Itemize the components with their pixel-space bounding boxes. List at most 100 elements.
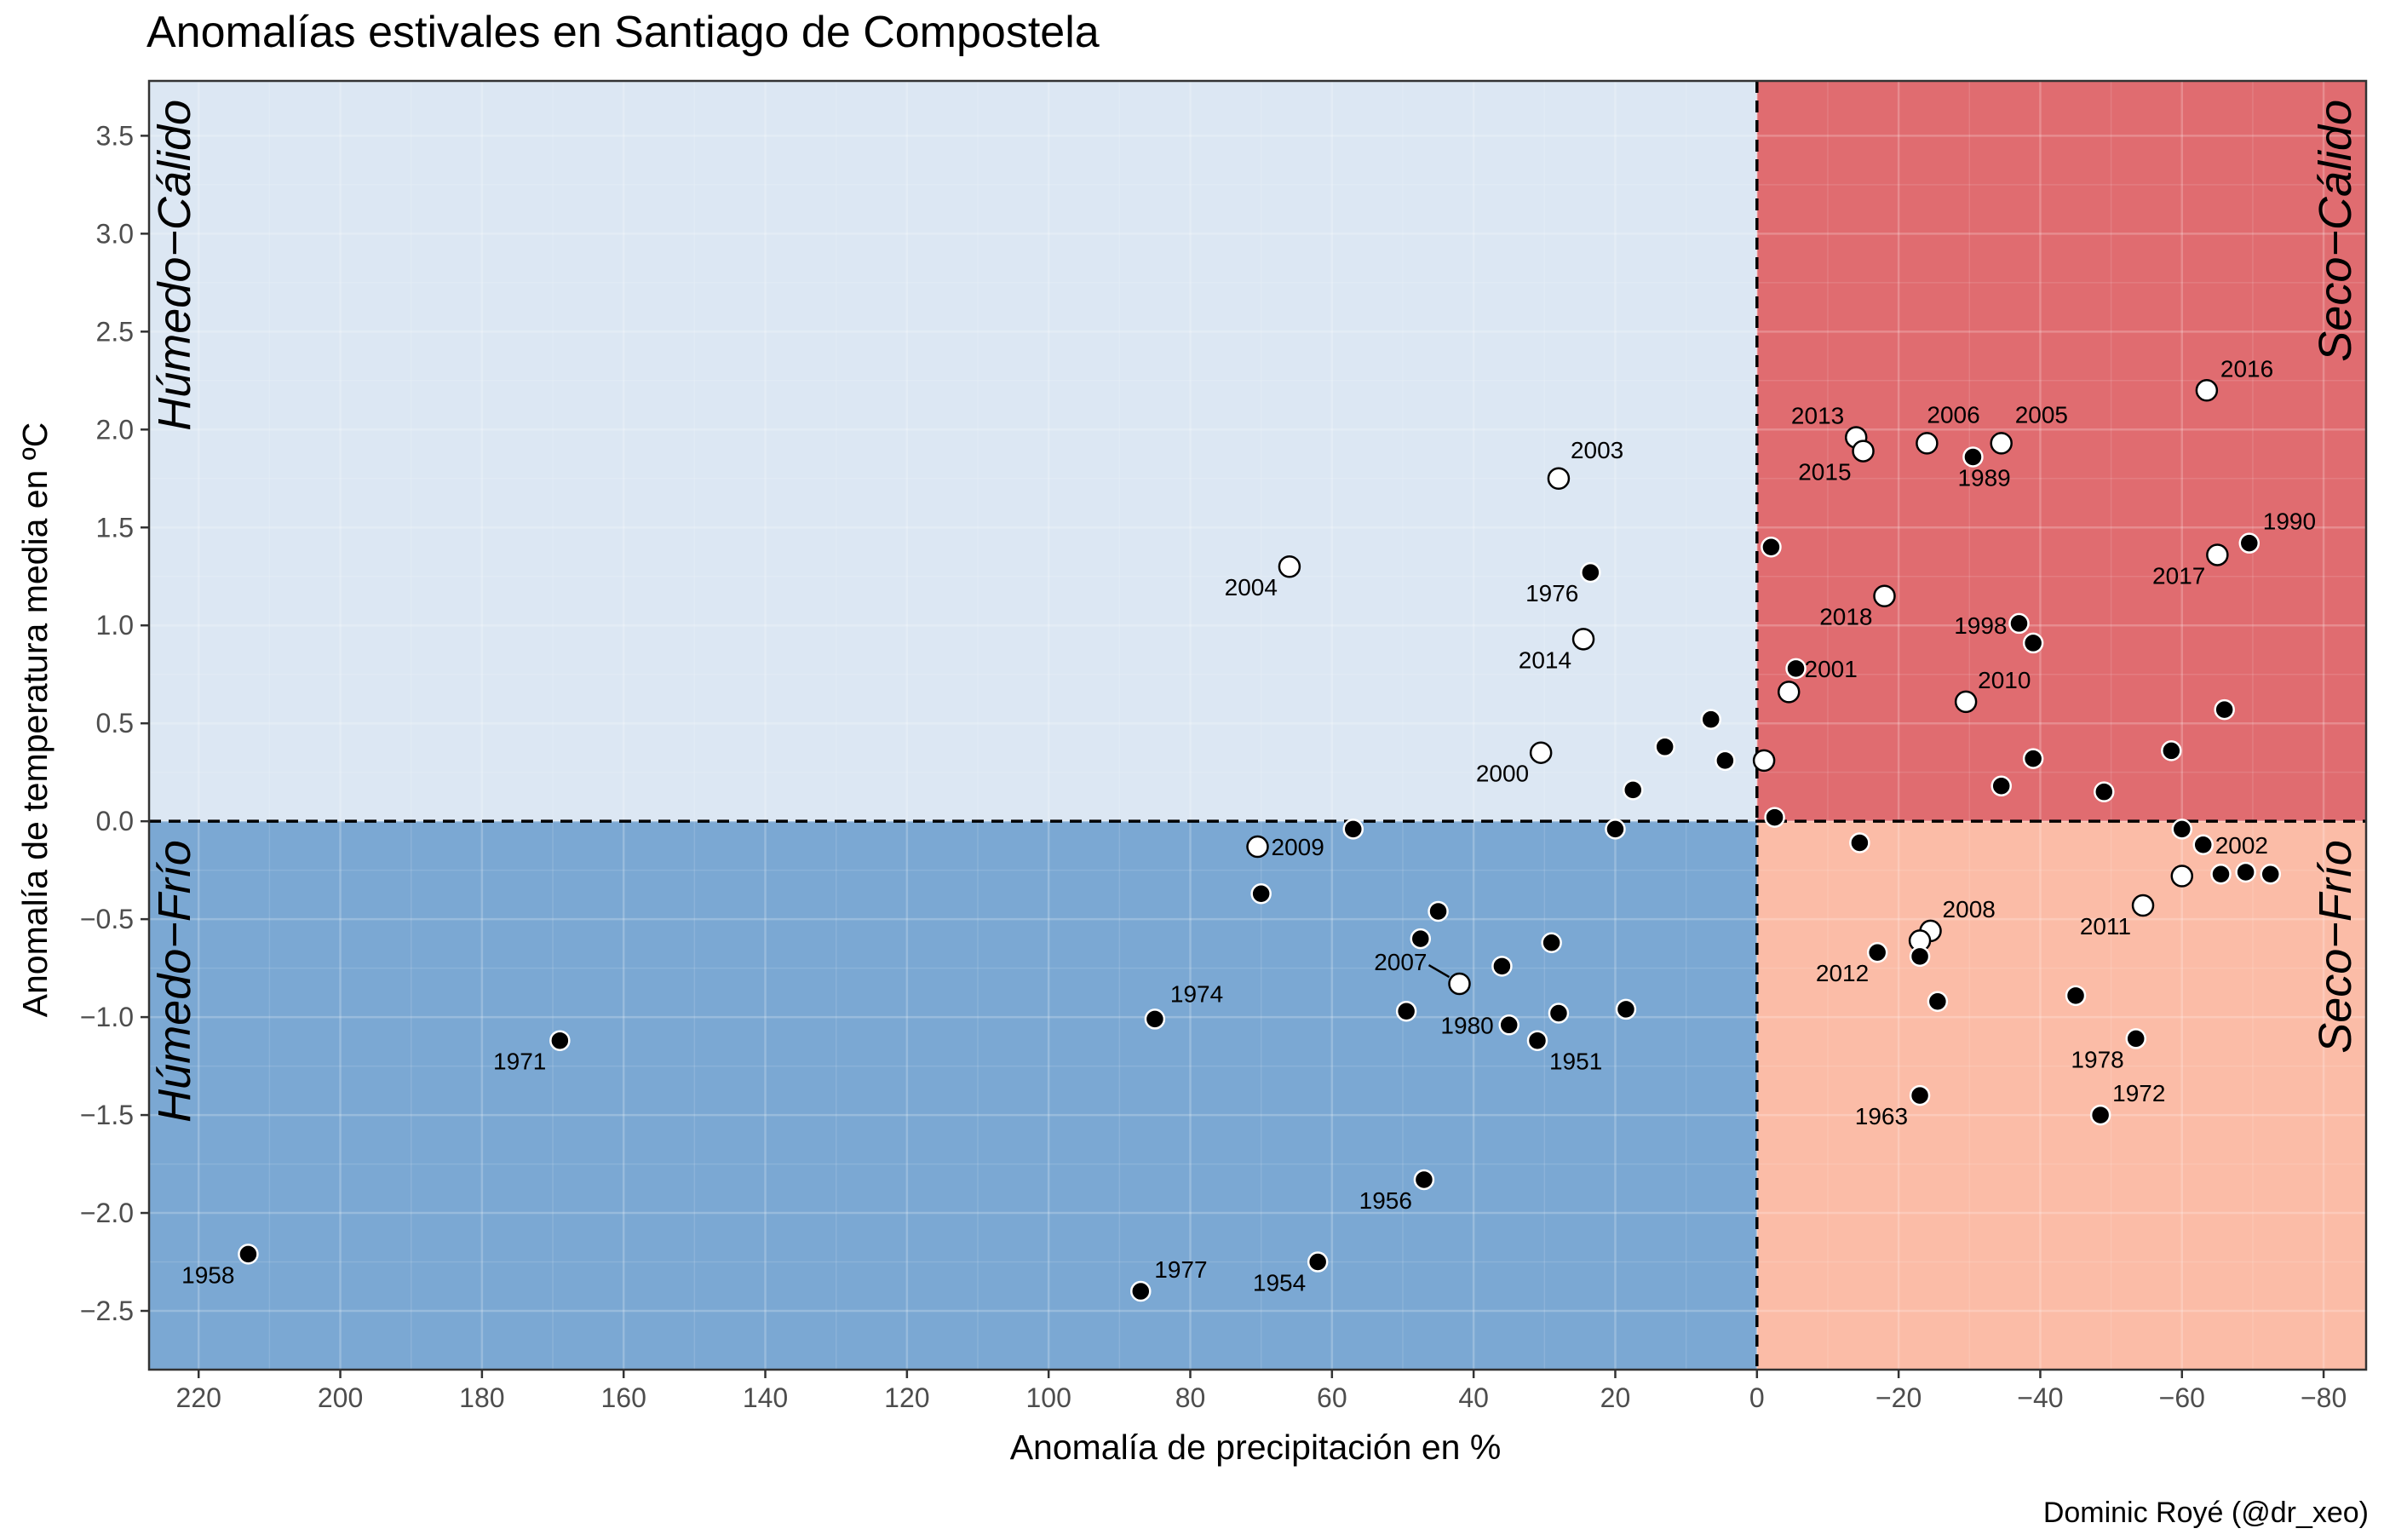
- data-point: [1715, 750, 1736, 772]
- point-label-2006: 2006: [1927, 401, 1979, 428]
- data-point-2016: [2195, 379, 2219, 402]
- point-label-1977: 1977: [1154, 1256, 1207, 1283]
- point-label-1980: 1980: [1440, 1012, 1493, 1038]
- y-tick-label: −2.0: [80, 1198, 134, 1228]
- point-label-2009: 2009: [1272, 834, 1324, 860]
- point-label-2011: 2011: [2080, 913, 2131, 940]
- data-point: [1342, 819, 1364, 840]
- point-label-2001: 2001: [1805, 656, 1858, 682]
- x-tick-label: 200: [318, 1382, 363, 1413]
- data-point-1971: [549, 1030, 571, 1051]
- point-label-1954: 1954: [1253, 1270, 1306, 1296]
- x-tick-label: 60: [1317, 1382, 1347, 1413]
- data-point: [1623, 779, 1644, 801]
- x-tick-label: 80: [1175, 1382, 1206, 1413]
- data-point-2000: [1529, 741, 1553, 764]
- point-label-1956: 1956: [1359, 1187, 1412, 1214]
- data-point: [1410, 928, 1432, 950]
- data-point: [1764, 807, 1785, 828]
- data-point: [2161, 740, 2182, 761]
- data-point: [1761, 537, 1782, 558]
- point-label-2018: 2018: [1819, 604, 1872, 630]
- x-tick-label: −40: [2017, 1382, 2063, 1413]
- data-point: [1541, 932, 1562, 953]
- y-tick-label: 3.0: [96, 218, 134, 249]
- y-tick-label: −1.0: [80, 1002, 134, 1032]
- data-point-2010: [1954, 690, 1978, 714]
- point-label-1963: 1963: [1855, 1103, 1908, 1129]
- data-point-2005: [1990, 432, 2013, 455]
- data-point: [1548, 1003, 1570, 1024]
- data-point: [2214, 698, 2235, 721]
- y-tick-label: 2.5: [96, 316, 134, 347]
- data-point-2004: [1278, 555, 1301, 578]
- point-label-2005: 2005: [2015, 401, 2068, 428]
- data-point-1951: [1526, 1030, 1548, 1051]
- data-point: [1654, 736, 1675, 758]
- data-point-2006: [1916, 432, 1939, 455]
- data-point: [2065, 985, 2087, 1007]
- data-point-2014: [1571, 628, 1595, 651]
- x-tick-label: −80: [2301, 1382, 2347, 1413]
- x-tick-label: 40: [1458, 1382, 1489, 1413]
- panel-border: [147, 79, 2368, 1371]
- x-tick-label: 140: [743, 1382, 788, 1413]
- quadrant-bg: [1756, 821, 2366, 1370]
- data-point: [2260, 864, 2281, 885]
- data-point: [1491, 956, 1513, 977]
- data-point: [1909, 945, 1931, 968]
- data-point-2015: [1852, 440, 1875, 463]
- y-tick-label: 3.5: [96, 120, 134, 151]
- point-label-1958: 1958: [181, 1261, 234, 1288]
- point-label-2013: 2013: [1791, 402, 1844, 428]
- data-points: [238, 379, 2281, 1302]
- data-point: [2022, 748, 2044, 769]
- point-label-1951: 1951: [1549, 1049, 1602, 1075]
- data-point: [1615, 998, 1637, 1020]
- y-tick-label: 1.0: [96, 610, 134, 641]
- data-point-1977: [1130, 1280, 1152, 1302]
- y-tick-label: −1.5: [80, 1100, 134, 1130]
- data-point: [1990, 775, 2012, 797]
- quadrant-label: Seco−Cálido: [2310, 100, 2361, 362]
- data-point: [1927, 991, 1949, 1012]
- data-point-2011: [2131, 894, 2155, 917]
- axes: 220 200 180 160 140 120 100 80 60 40 20 0 −20 −40 −60−…: [80, 79, 2368, 1413]
- x-tick-label: 0: [1749, 1382, 1765, 1413]
- point-label-2007: 2007: [1374, 949, 1427, 975]
- data-point: [1395, 1000, 1417, 1022]
- x-tick-label: 100: [1025, 1382, 1071, 1413]
- y-tick-label: 0.5: [96, 708, 134, 738]
- data-point-1978: [2125, 1028, 2146, 1049]
- chart-title: Anomalías estivales en Santiago de Compo…: [146, 8, 1100, 57]
- point-label-2017: 2017: [2152, 562, 2205, 589]
- data-point-2012: [1866, 941, 1888, 963]
- point-labels: 2003 2004 1976 2014 2000 2009 2007 1980 1951 1974…: [181, 355, 2316, 1296]
- chart-caption: Dominic Royé (@dr_xeo): [2042, 1497, 2369, 1529]
- point-label-2008: 2008: [1943, 896, 1996, 922]
- data-point-1976: [1580, 561, 1601, 583]
- y-axis-label: Anomalía de temperatura media en ºC: [15, 422, 55, 1018]
- quadrant-bg: [149, 821, 1757, 1370]
- point-label-1989: 1989: [1957, 464, 2010, 491]
- data-point: [1250, 882, 1272, 905]
- reference-lines: [149, 81, 2366, 1370]
- data-point-2003: [1547, 467, 1571, 491]
- y-tick-label: 2.0: [96, 414, 134, 445]
- data-point-2009: [1246, 835, 1269, 859]
- quadrant-labels: Húmedo−Cálido Húmedo−Frío Seco−Cálido Seco−…: [149, 100, 2361, 1123]
- data-point: [2235, 861, 2256, 883]
- data-point-1998: [2008, 612, 2030, 635]
- data-point-1954: [1307, 1251, 1329, 1273]
- point-label-1976: 1976: [1525, 580, 1578, 606]
- point-label-2000: 2000: [1476, 761, 1529, 787]
- x-tick-label: 120: [884, 1382, 929, 1413]
- data-point-2018: [1873, 584, 1896, 607]
- y-tick-label: 0.0: [96, 806, 134, 836]
- data-point-1989: [1962, 446, 1984, 468]
- data-point-2001: [1785, 658, 1807, 680]
- point-label-2004: 2004: [1225, 574, 1278, 600]
- point-label-1974: 1974: [1170, 980, 1223, 1007]
- point-label-1978: 1978: [2071, 1046, 2123, 1072]
